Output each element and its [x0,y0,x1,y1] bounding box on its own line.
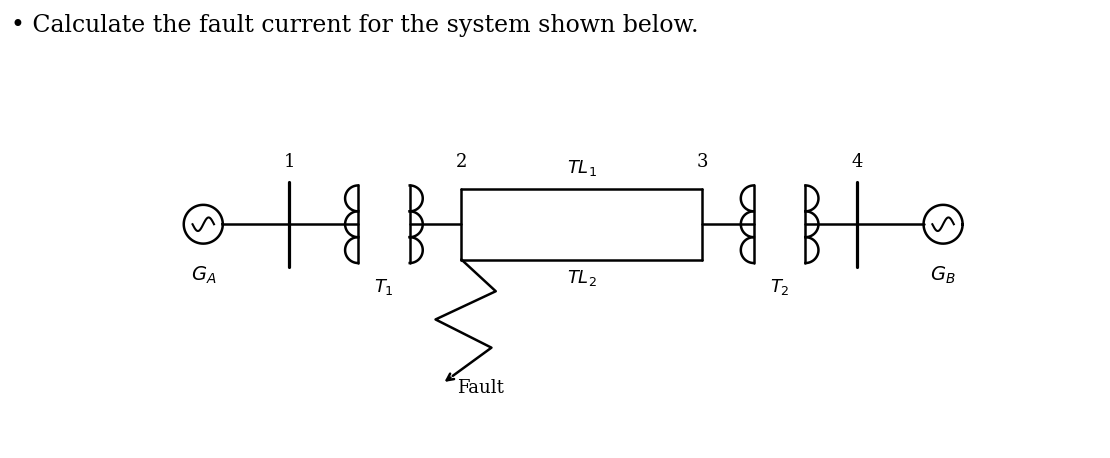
Text: 2: 2 [456,153,467,171]
Text: 1: 1 [283,153,295,171]
Text: $T_2$: $T_2$ [769,277,789,297]
Text: Fault: Fault [457,379,504,398]
Text: $TL_2$: $TL_2$ [567,268,597,289]
Text: $G_A$: $G_A$ [191,265,216,286]
Text: 4: 4 [851,153,862,171]
Text: • Calculate the fault current for the system shown below.: • Calculate the fault current for the sy… [11,14,698,37]
Text: 3: 3 [696,153,708,171]
Text: $T_1$: $T_1$ [374,277,394,297]
Text: $TL_1$: $TL_1$ [567,158,597,178]
Text: $G_B$: $G_B$ [930,265,956,286]
